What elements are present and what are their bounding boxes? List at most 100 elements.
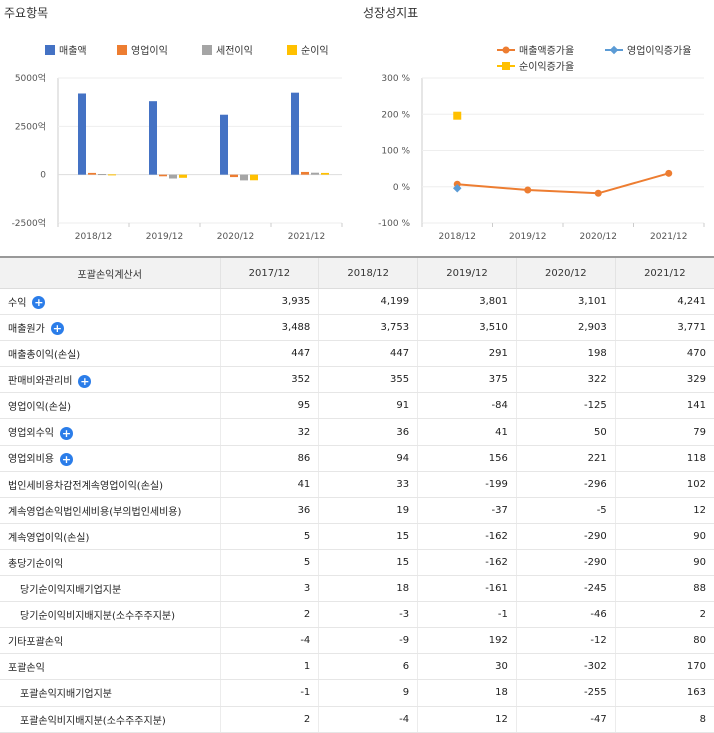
bar-chart-bar xyxy=(149,101,157,175)
value-cell: 18 xyxy=(417,679,517,707)
bar-chart-bar xyxy=(78,93,86,175)
value-cell: -4 xyxy=(318,706,418,733)
value-cell: 88 xyxy=(614,575,714,603)
value-cell: -3 xyxy=(318,601,418,629)
value-cell: 32 xyxy=(219,418,319,446)
value-cell: -161 xyxy=(417,575,517,603)
table-header-year: 2020/12 xyxy=(515,256,616,289)
value-cell: 3,801 xyxy=(417,288,517,316)
bar-chart-bar xyxy=(108,174,116,176)
main-items-bar-chart: 5000억 2500억 0 -2500억 2018/12 2019/12 2020/12 20… xyxy=(12,72,343,242)
table-row: 영업외수익 +32 36 41 50 79 xyxy=(0,418,714,446)
bar-chart-y-tick-label: 2500억 xyxy=(15,120,46,132)
expand-plus-icon[interactable]: + xyxy=(32,296,46,310)
value-cell: 3,510 xyxy=(417,314,517,342)
row-label: 계속영업이익(손실) xyxy=(8,532,90,544)
main-items-legend-label: 세전이익 xyxy=(216,46,253,57)
value-cell: 329 xyxy=(614,366,714,394)
value-cell: 15 xyxy=(318,523,418,550)
line-chart-y-tick-label: -100 % xyxy=(378,219,410,229)
bar-chart-bar xyxy=(250,174,258,181)
bar-chart-x-tick-label: 2018/12 xyxy=(75,232,112,242)
value-cell: 221 xyxy=(515,445,616,472)
expand-plus-icon[interactable]: + xyxy=(78,374,92,388)
row-label-cell: 당기순이익비지배지분(소수주주지분) xyxy=(0,601,220,629)
growth-legend-marker xyxy=(605,45,623,54)
row-label-cell: 계속영업손익법인세비용(부의법인세비용) xyxy=(0,497,220,524)
value-cell: 5 xyxy=(219,549,319,577)
table-header-year: 2018/12 xyxy=(318,256,418,289)
value-cell: 90 xyxy=(614,549,714,577)
row-label: 총당기순이익 xyxy=(8,558,64,570)
table-row: 계속영업손익법인세비용(부의법인세비용) 36 19 -37 -5 12 xyxy=(0,497,714,524)
bar-chart-y-tick-label: 0 xyxy=(40,171,46,181)
table-header-year: 2021/12 xyxy=(614,256,714,289)
value-cell: 6 xyxy=(318,653,418,681)
bar-chart-bar xyxy=(220,114,228,175)
bar-chart-bar xyxy=(159,174,167,177)
row-label: 영업외비용 xyxy=(8,454,54,466)
value-cell: -5 xyxy=(515,497,616,524)
row-label: 판매비와관리비 xyxy=(8,376,73,388)
value-cell: 322 xyxy=(515,366,616,394)
value-cell: 291 xyxy=(417,340,517,368)
value-cell: 447 xyxy=(219,340,319,368)
value-cell: 12 xyxy=(614,497,714,524)
expand-plus-icon[interactable]: + xyxy=(60,426,73,440)
value-cell: 3,101 xyxy=(515,288,616,316)
row-label-cell: 포괄손익지배기업지분 xyxy=(0,679,220,707)
table-row: 총당기순이익 5 15 -162 -290 90 xyxy=(0,549,714,577)
main-items-legend-label: 순이익 xyxy=(301,46,329,57)
value-cell: 12 xyxy=(417,706,517,733)
bar-chart-bar xyxy=(98,174,106,176)
main-items-legend-item[interactable]: 순이익 xyxy=(287,42,329,57)
line-chart-series-line xyxy=(457,172,670,195)
value-cell: -302 xyxy=(515,653,616,681)
bar-chart-bar xyxy=(230,174,238,178)
value-cell: -1 xyxy=(219,679,319,707)
table-header-label: 포괄손익계산서 xyxy=(0,256,220,289)
row-label-cell: 수익 + xyxy=(0,288,220,316)
main-items-legend-item[interactable]: 세전이익 xyxy=(202,42,253,57)
table-row: 수익 +3,935 4,199 3,801 3,101 4,241 xyxy=(0,288,714,316)
line-chart-x-tick-label: 2020/12 xyxy=(580,232,617,242)
value-cell: -12 xyxy=(515,627,616,655)
growth-legend-item[interactable]: 영업이익증가율 xyxy=(605,42,691,57)
main-items-legend-item[interactable]: 영업이익 xyxy=(117,42,168,57)
bar-chart-x-tick-label: 2019/12 xyxy=(146,232,183,242)
line-chart-x-tick-label: 2018/12 xyxy=(439,232,476,242)
row-label-cell: 영업외수익 + xyxy=(0,418,220,446)
line-chart-point xyxy=(594,189,602,197)
line-chart-y-tick-label: 100 % xyxy=(381,147,410,157)
value-cell: 36 xyxy=(219,497,319,524)
row-label-cell: 매출총이익(손실) xyxy=(0,340,220,368)
bar-chart-x-tick-label: 2021/12 xyxy=(288,232,325,242)
bar-chart-bar xyxy=(88,172,96,175)
row-label-cell: 포괄손익 xyxy=(0,653,220,681)
value-cell: -37 xyxy=(417,497,517,524)
main-items-legend-item[interactable]: 매출액 xyxy=(45,42,87,57)
growth-legend-item[interactable]: 매출액증가율 xyxy=(497,42,574,57)
table-row: 영업외비용 +86 94 156 221 118 xyxy=(0,445,714,472)
table-row: 매출원가 +3,488 3,753 3,510 2,903 3,771 xyxy=(0,314,714,342)
line-chart-point xyxy=(665,169,673,177)
growth-legend-label: 순이익증가율 xyxy=(519,62,575,73)
row-label-cell: 매출원가 + xyxy=(0,314,220,342)
table-header-year: 2019/12 xyxy=(417,256,517,289)
growth-legend-item[interactable]: 순이익증가율 xyxy=(497,58,574,73)
value-cell: -290 xyxy=(515,523,616,550)
value-cell: 79 xyxy=(614,418,714,446)
table-header-year: 2017/12 xyxy=(219,256,319,289)
expand-plus-icon[interactable]: + xyxy=(50,322,64,336)
row-label-cell: 당기순이익지배기업지분 xyxy=(0,575,220,603)
bar-chart-bar xyxy=(321,172,329,175)
value-cell: -4 xyxy=(219,627,319,655)
expand-plus-icon[interactable]: + xyxy=(60,452,73,466)
row-label-cell: 포괄손익비지배지분(소수주주지분) xyxy=(0,706,220,733)
value-cell: -255 xyxy=(515,679,616,707)
growth-legend-marker xyxy=(497,46,515,53)
value-cell: 2 xyxy=(219,601,319,629)
line-chart-point xyxy=(524,186,532,194)
value-cell: 5 xyxy=(219,523,319,550)
value-cell: -1 xyxy=(417,601,517,629)
